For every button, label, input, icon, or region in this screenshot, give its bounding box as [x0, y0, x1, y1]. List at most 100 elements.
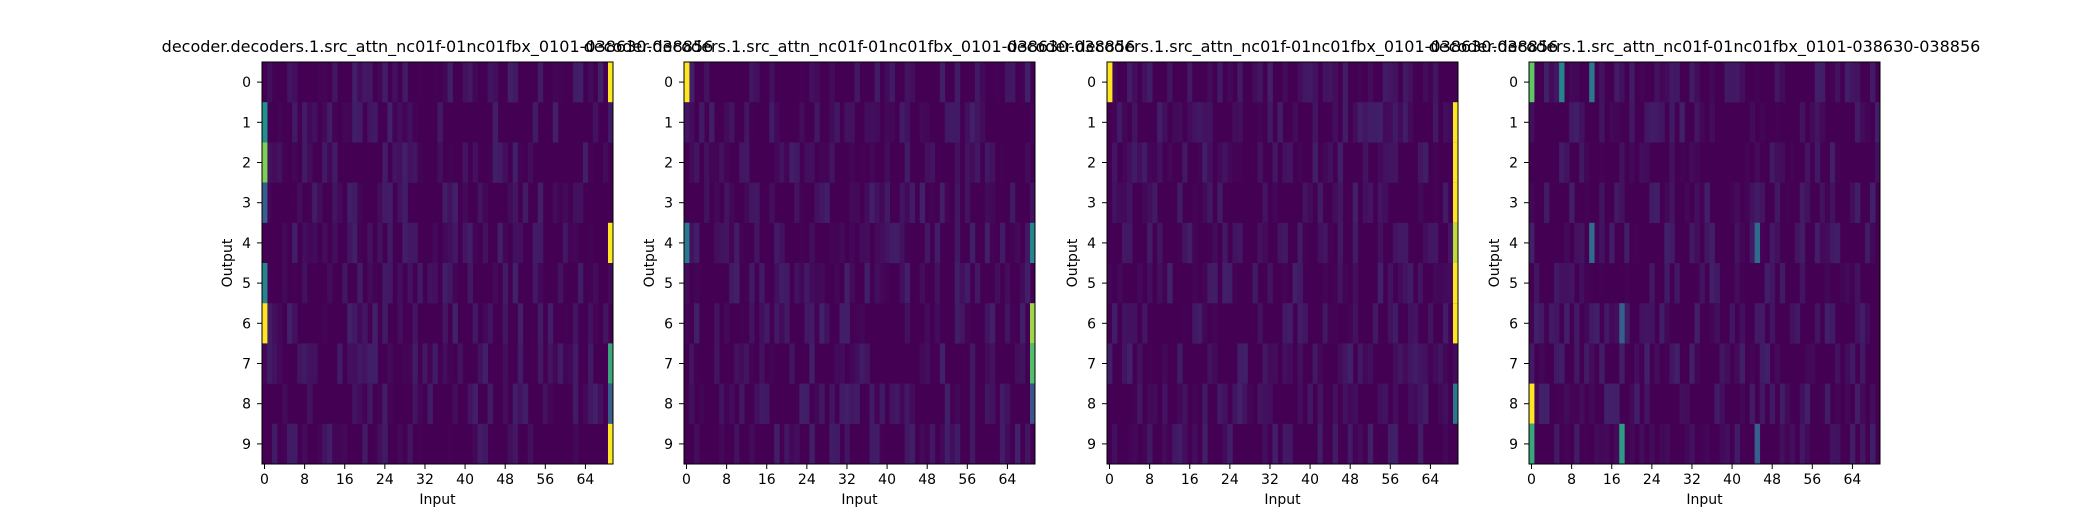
heatmap-cell: [302, 222, 308, 264]
heatmap-cell: [1869, 423, 1876, 465]
heatmap-cell: [322, 423, 328, 465]
heatmap-cell: [1684, 423, 1690, 465]
heatmap-cell: [272, 423, 278, 465]
heatmap-cell: [322, 102, 328, 143]
heatmap-cell: [704, 142, 710, 183]
heatmap-cell: [1317, 383, 1324, 424]
heatmap-cell: [1814, 102, 1821, 143]
heatmap-cell: [582, 142, 589, 183]
heatmap-cell: [939, 343, 946, 384]
heatmap-cell: [1004, 263, 1011, 304]
heatmap-cell: [1764, 343, 1771, 384]
heatmap-cell: [959, 303, 966, 344]
heatmap-cell: [1709, 303, 1715, 344]
heatmap-cell: [337, 343, 343, 384]
heatmap-cell: [814, 102, 820, 143]
heatmap-cell: [537, 222, 544, 264]
heatmap-cell: [587, 303, 594, 344]
x-tick-label: 24: [1643, 472, 1661, 488]
heatmap-cell: [1544, 182, 1550, 223]
heatmap-cell: [1529, 303, 1535, 344]
y-axis-label: Output: [220, 238, 236, 287]
heatmap-cell: [402, 182, 408, 223]
heatmap-frame: [1528, 61, 1881, 465]
heatmap-cell: [537, 62, 544, 103]
heatmap-cell: [312, 182, 318, 223]
heatmap-cell: [1222, 383, 1228, 424]
heatmap-cell: [1674, 263, 1680, 304]
heatmap-cell: [1197, 102, 1203, 143]
heatmap-cell: [1357, 423, 1364, 465]
heatmap-cell: [402, 62, 408, 103]
heatmap-cell: [844, 102, 850, 143]
heatmap-cell: [307, 222, 313, 264]
heatmap-cell: [889, 222, 895, 264]
heatmap-cell: [1564, 383, 1570, 424]
heatmap-hot-cell: [262, 142, 268, 183]
heatmap-cell: [889, 102, 895, 143]
heatmap-cell: [1442, 182, 1449, 223]
heatmap-cell: [1569, 182, 1575, 223]
heatmap-cell: [919, 263, 926, 304]
heatmap-cell: [1794, 303, 1801, 344]
heatmap-cell: [909, 182, 916, 223]
y-tick-label: 2: [242, 156, 251, 172]
heatmap-cell: [442, 343, 448, 384]
heatmap-cell: [1574, 62, 1580, 103]
heatmap-cell: [724, 182, 730, 223]
heatmap-cell: [1107, 263, 1113, 304]
heatmap-cell: [1824, 182, 1831, 223]
heatmap-cell: [1854, 263, 1861, 304]
heatmap-cell: [1579, 102, 1585, 143]
heatmap-cell: [859, 222, 865, 264]
heatmap-cell: [739, 383, 745, 424]
heatmap-cell: [1382, 142, 1389, 183]
heatmap-cell: [1554, 383, 1560, 424]
heatmap-cell: [1854, 182, 1861, 223]
heatmap-cell: [382, 62, 388, 103]
heatmap-cell: [944, 182, 951, 223]
heatmap-frame: [683, 61, 1036, 465]
heatmap-cell: [377, 62, 383, 103]
heatmap-cell: [774, 303, 780, 344]
heatmap-cell: [1312, 142, 1318, 183]
heatmap-hot-cell: [1529, 383, 1535, 424]
heatmap-cell: [1619, 343, 1625, 384]
heatmap-cell: [1207, 182, 1213, 223]
heatmap-cell: [1322, 263, 1329, 304]
heatmap-cell: [1709, 263, 1715, 304]
heatmap-cell: [1392, 222, 1399, 264]
heatmap-cell: [1322, 142, 1329, 183]
heatmap-cell: [1212, 263, 1218, 304]
heatmap-cell: [1539, 303, 1545, 344]
heatmap-cell: [572, 423, 579, 465]
heatmap-cell: [929, 142, 936, 183]
heatmap-cell: [587, 343, 594, 384]
heatmap-cell: [1639, 343, 1645, 384]
heatmap-cell: [834, 343, 840, 384]
y-tick-label: 2: [664, 156, 673, 172]
heatmap-cell: [357, 303, 363, 344]
heatmap-cell: [562, 343, 569, 384]
heatmap-texture: [684, 62, 1036, 465]
heatmap-cell: [1262, 343, 1268, 384]
heatmap-cell: [1819, 222, 1826, 264]
heatmap-cell: [884, 62, 890, 103]
heatmap-hot-cell: [607, 383, 614, 424]
heatmap-cell: [999, 423, 1006, 465]
heatmap-cell: [854, 182, 860, 223]
heatmap-cell: [1694, 263, 1700, 304]
heatmap-cell: [337, 423, 343, 465]
heatmap-cell: [1112, 303, 1118, 344]
heatmap-cell: [1614, 102, 1620, 143]
heatmap-cell: [779, 263, 785, 304]
heatmap-cell: [984, 343, 991, 384]
heatmap-cell: [1412, 383, 1419, 424]
heatmap-cell: [1024, 423, 1031, 465]
x-tick-label: 24: [376, 472, 394, 488]
heatmap-cell: [1589, 343, 1595, 384]
heatmap-cell: [1669, 222, 1675, 264]
heatmap-cell: [1664, 303, 1670, 344]
heatmap-cell: [412, 303, 418, 344]
heatmap-cell: [689, 62, 695, 103]
